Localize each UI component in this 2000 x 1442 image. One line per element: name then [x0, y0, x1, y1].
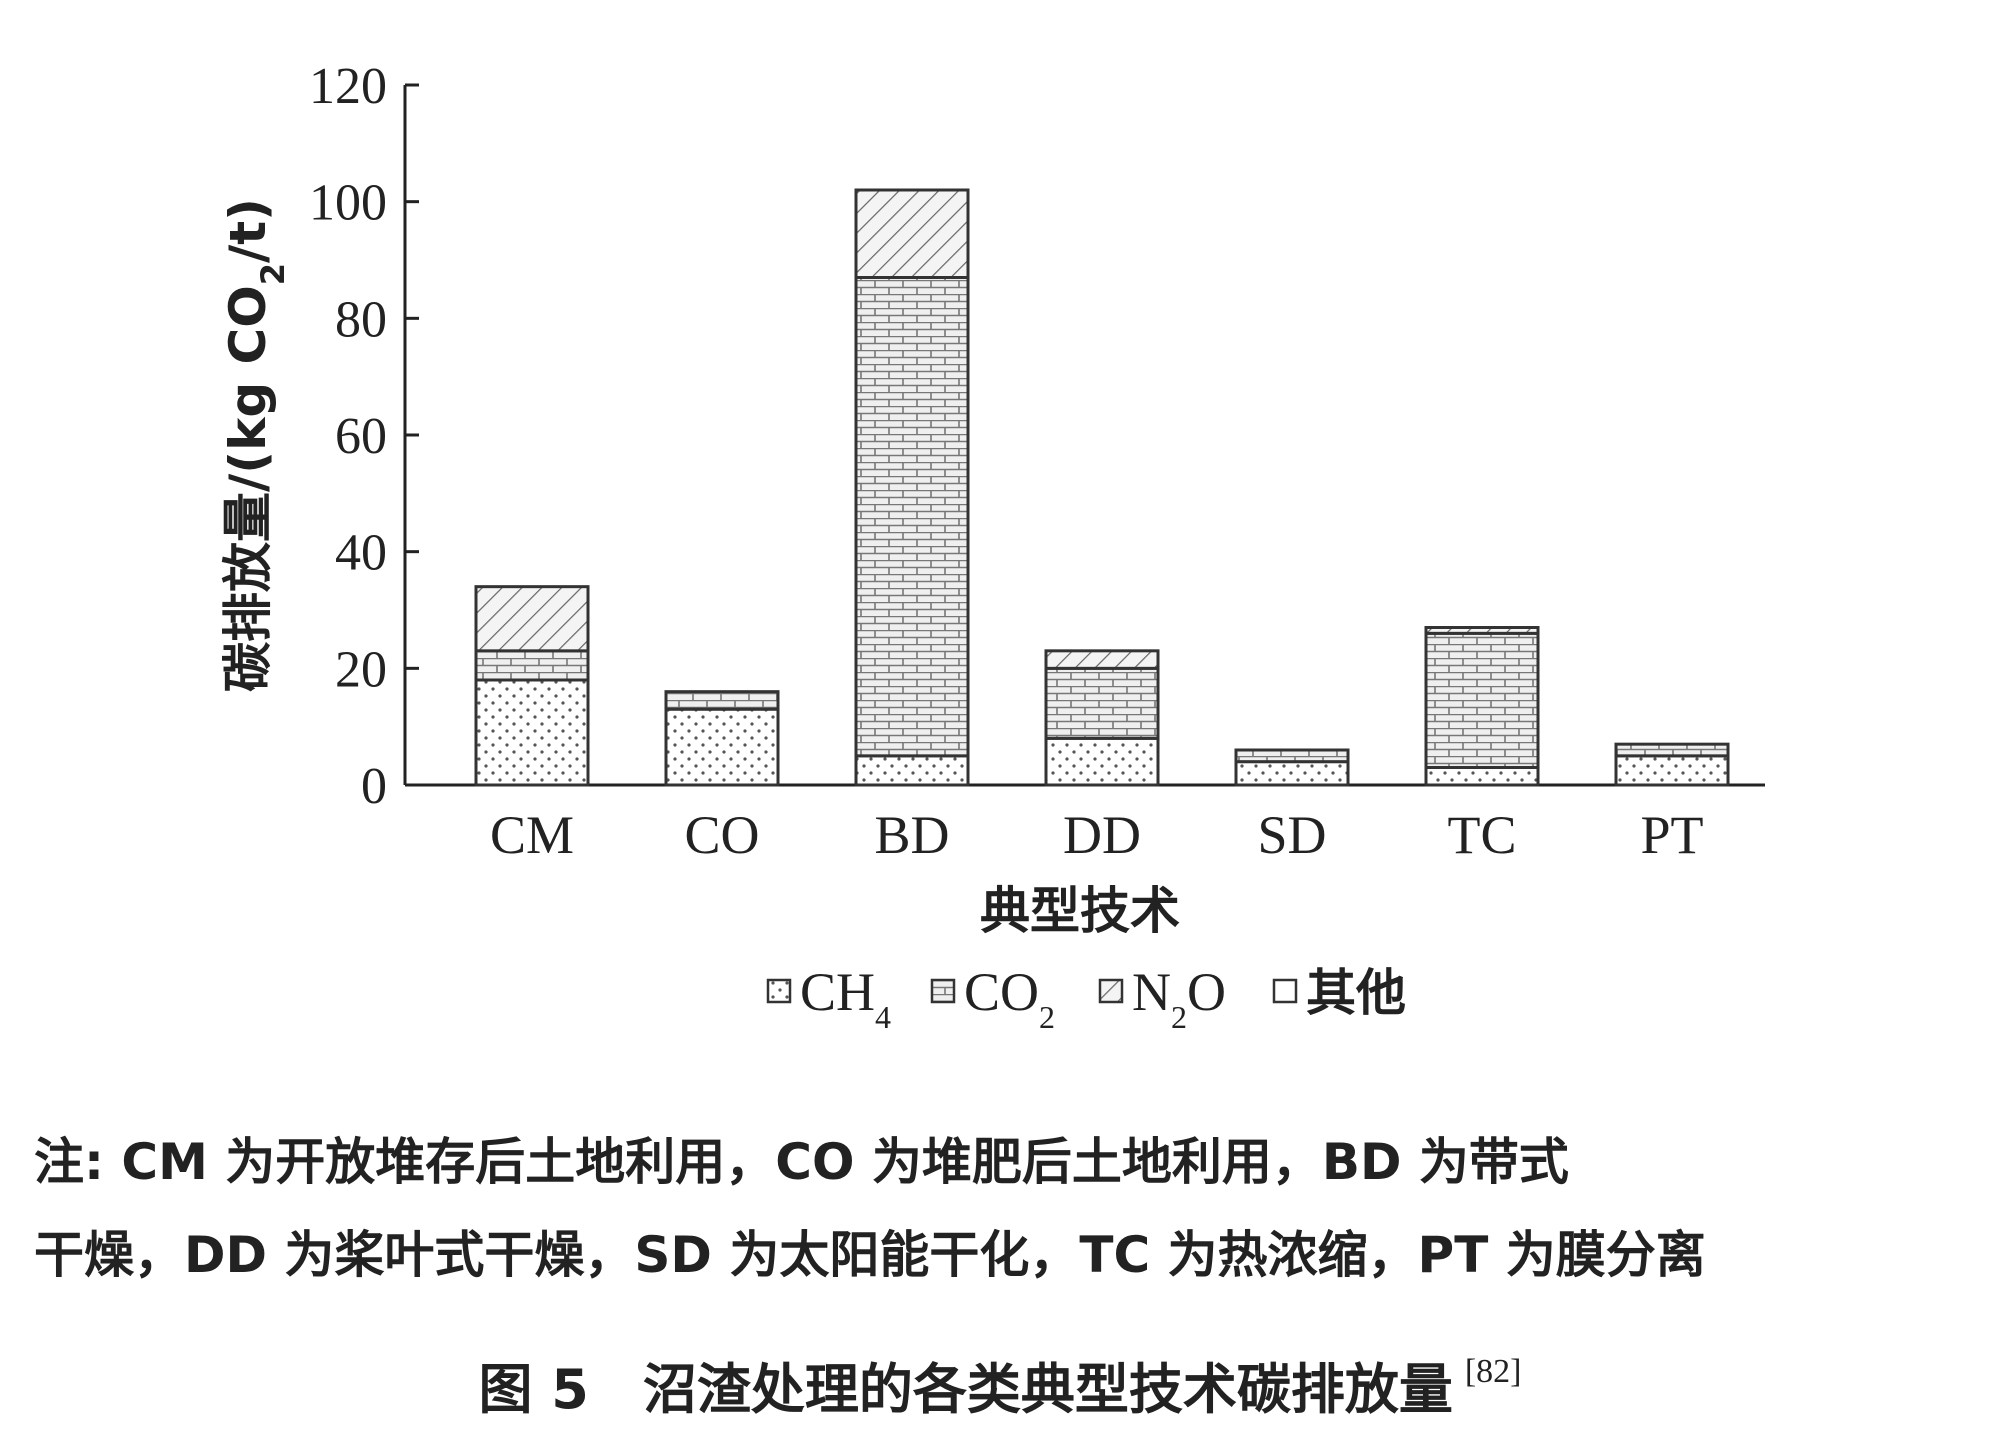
x-category-label: CM: [490, 805, 574, 865]
bar-segment-sd-bricks: [1234, 748, 1350, 764]
bar-segment-cm-hatch: [474, 585, 590, 653]
y-tick-label: 100: [309, 175, 387, 232]
bar-segment-bd-bricks: [854, 276, 970, 758]
note-line-2: 干燥，DD 为桨叶式干燥，SD 为太阳能干化，TC 为热浓缩，PT 为膜分离: [34, 1226, 1706, 1284]
bars-group: [474, 188, 1730, 787]
bar-segment-cm-bricks: [474, 649, 590, 682]
x-category-label: CO: [684, 805, 759, 865]
note-line-1: 注: CM 为开放堆存后土地利用，CO 为堆肥后土地利用，BD 为带式: [34, 1133, 1569, 1191]
bar-segment-dd-bricks: [1044, 666, 1160, 740]
bar-segment-co-dots: [664, 707, 780, 787]
bar-segment-tc-dots: [1424, 766, 1540, 787]
y-tick-label: 0: [361, 758, 387, 815]
legend-label: CO2: [964, 962, 1055, 1035]
bar-segment-bd-hatch: [854, 188, 970, 279]
figure-caption: 图 5 沼渣处理的各类典型技术碳排放量 [82]: [0, 1340, 2000, 1422]
x-category-label: SD: [1257, 805, 1326, 865]
x-category-label: BD: [874, 805, 949, 865]
legend-label: CH4: [800, 962, 891, 1035]
y-axis-title: 碳排放量/(kg CO2/t): [219, 198, 292, 692]
y-tick-label: 40: [335, 525, 387, 582]
x-category-label: DD: [1063, 805, 1141, 865]
legend-swatch-hatch: [1098, 978, 1124, 1004]
bar-segment-pt-dots: [1614, 754, 1730, 787]
bar-segment-tc-bricks: [1424, 631, 1540, 769]
legend-swatch-bricks: [930, 978, 956, 1004]
legend-swatch-dots: [766, 978, 792, 1004]
bar-segment-dd-hatch: [1044, 649, 1160, 670]
bar-segment-sd-dots: [1234, 760, 1350, 787]
bar-segment-dd-dots: [1044, 736, 1160, 787]
caption-reference: [82]: [1464, 1353, 1522, 1390]
x-axis-title: 典型技术: [980, 882, 1180, 940]
legend: CH4 CO2 N2O 其他: [766, 962, 1406, 1035]
bar-segment-co-bricks: [664, 690, 780, 711]
legend-label: 其他: [1306, 964, 1406, 1022]
caption-text: 图 5 沼渣处理的各类典型技术碳排放量: [478, 1358, 1453, 1421]
x-categories-group: CM CO BD DD SD TC PT: [490, 805, 1704, 865]
y-ticks-group: 0 20 40 60 80 100 120: [309, 58, 419, 815]
x-category-label: PT: [1640, 805, 1703, 865]
bar-segment-bd-dots: [854, 754, 970, 787]
bar-segment-pt-bricks: [1614, 742, 1730, 758]
y-tick-label: 60: [335, 408, 387, 465]
y-tick-label: 120: [309, 58, 387, 115]
x-category-label: TC: [1447, 805, 1516, 865]
legend-label: N2O: [1132, 962, 1226, 1035]
bar-segment-tc-hatch: [1424, 626, 1540, 635]
legend-swatch-empty: [1272, 978, 1298, 1004]
y-tick-label: 80: [335, 291, 387, 348]
y-tick-label: 20: [335, 641, 387, 698]
bar-segment-cm-dots: [474, 678, 590, 787]
